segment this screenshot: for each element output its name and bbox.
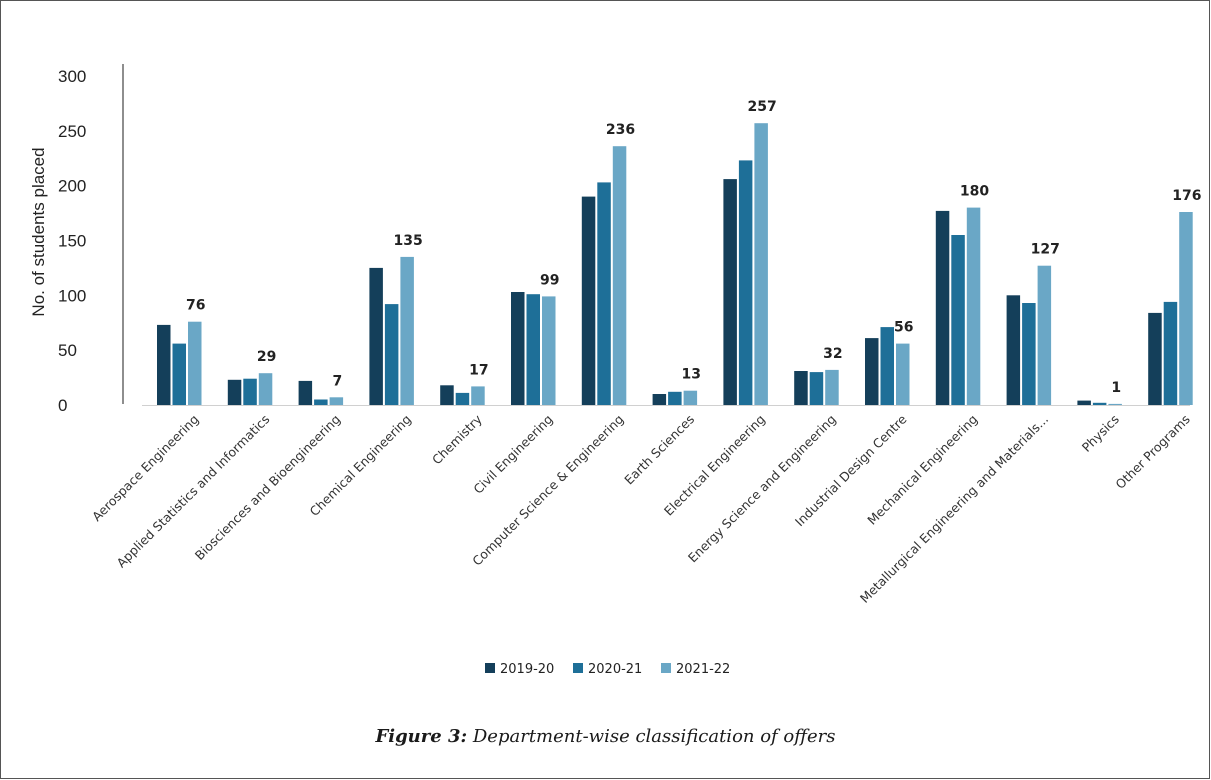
data-label: 76: [186, 298, 205, 314]
bar-2021-22: [754, 123, 768, 405]
bar-2019-20: [935, 210, 950, 405]
bar-2021-22: [966, 207, 981, 405]
legend-swatch: [573, 663, 583, 673]
y-axis-label: No. of students placed: [29, 147, 48, 316]
bar-2019-20: [794, 371, 808, 405]
bar-2019-20: [1148, 312, 1162, 405]
y-tick-label: 250: [58, 122, 86, 141]
x-tick-label: Computer Science & Engineering: [469, 412, 626, 569]
bar-2019-20: [865, 338, 879, 405]
bar-2019-20: [227, 379, 242, 405]
bar-2020-21: [597, 182, 611, 405]
data-label: 32: [823, 346, 842, 362]
bar-2020-21: [1092, 402, 1107, 405]
x-tick-label: Biosciences and Bioengineering: [192, 412, 343, 563]
legend-entry: 2020-21: [588, 662, 642, 677]
data-label: 180: [960, 184, 989, 200]
bar-2021-22: [683, 390, 698, 405]
x-tick-label: Earth Sciences: [621, 412, 697, 488]
bar-2019-20: [1077, 400, 1091, 405]
bar-2021-22: [612, 146, 627, 405]
legend-entry: 2021-22: [676, 662, 730, 677]
y-tick-label: 200: [58, 177, 86, 196]
caption-label: Figure 3:: [375, 726, 468, 747]
bar-2020-21: [172, 343, 186, 405]
bar-2019-20: [1006, 295, 1021, 405]
y-tick-label: 100: [58, 286, 86, 305]
y-axis: 0 50 100 150 200 250 300: [58, 64, 1190, 415]
y-tick-label: 0: [58, 396, 67, 415]
y-tick-label: 50: [58, 341, 77, 360]
legend-swatch: [661, 663, 671, 673]
data-label: 176: [1172, 188, 1201, 204]
bar-2020-21: [880, 327, 894, 405]
y-tick-label: 300: [58, 67, 86, 86]
bar-2021-22: [896, 343, 910, 405]
bar-2021-22: [542, 296, 556, 405]
x-tick-label: Applied Statistics and Informatics: [113, 412, 272, 571]
data-label: 29: [257, 349, 276, 365]
bars: [157, 123, 1193, 405]
data-label: 236: [606, 122, 635, 138]
bar-2021-22: [825, 369, 839, 405]
x-tick-label: Chemistry: [429, 411, 485, 467]
data-label: 7: [333, 373, 343, 389]
bar-2019-20: [652, 394, 667, 405]
bar-2020-21: [738, 160, 753, 405]
data-label: 13: [682, 367, 701, 383]
data-label: 17: [469, 362, 488, 378]
bar-2019-20: [298, 380, 313, 405]
figure-caption: Figure 3: Department-wise classification…: [0, 726, 1211, 747]
bar-2020-21: [526, 294, 540, 405]
data-labels: 76 29 7 135 17 99 236 13 257 32 56 180 127 1 176: [186, 99, 1201, 396]
bar-2020-21: [314, 399, 328, 405]
legend-entry: 2019-20: [500, 662, 554, 677]
bar-2020-21: [455, 392, 470, 405]
bar-2021-22: [188, 321, 202, 405]
bar-2021-22: [1179, 212, 1193, 405]
bar-2020-21: [1022, 303, 1036, 405]
bar-2021-22: [329, 397, 344, 405]
bar-2020-21: [809, 372, 824, 405]
data-label: 1: [1111, 380, 1121, 396]
bar-2020-21: [243, 378, 257, 405]
bar-2020-21: [384, 304, 399, 405]
bar-2020-21: [668, 391, 682, 405]
bar-2019-20: [440, 385, 454, 405]
bar-2021-22: [1037, 265, 1052, 405]
bar-2019-20: [157, 324, 171, 405]
x-tick-label: Other Programs: [1112, 412, 1192, 492]
bar-2020-21: [951, 235, 965, 405]
bar-2019-20: [723, 179, 737, 405]
data-label: 135: [393, 233, 422, 249]
bar-2021-22: [471, 386, 485, 405]
x-tick-label: Energy Science and Engineering: [685, 412, 839, 566]
bar-2019-20: [581, 196, 596, 405]
x-tick-label: Physics: [1079, 412, 1122, 455]
data-label: 127: [1031, 242, 1060, 258]
bar-2021-22: [1108, 403, 1122, 405]
bar-2019-20: [369, 267, 383, 405]
bar-2019-20: [511, 292, 525, 405]
data-label: 56: [894, 320, 913, 336]
y-tick-label: 150: [58, 232, 86, 251]
data-label: 257: [747, 99, 776, 115]
bar-2021-22: [258, 373, 273, 405]
legend-swatch: [485, 663, 495, 673]
bar-chart: 0 50 100 150 200 250 300 No. of students place…: [29, 64, 1202, 677]
data-label: 99: [540, 272, 559, 288]
bar-2021-22: [400, 256, 414, 405]
bar-2020-21: [1163, 301, 1178, 405]
legend: 2019-20 2020-21 2021-22: [485, 662, 730, 677]
caption-text: Department-wise classification of offers: [472, 726, 836, 747]
